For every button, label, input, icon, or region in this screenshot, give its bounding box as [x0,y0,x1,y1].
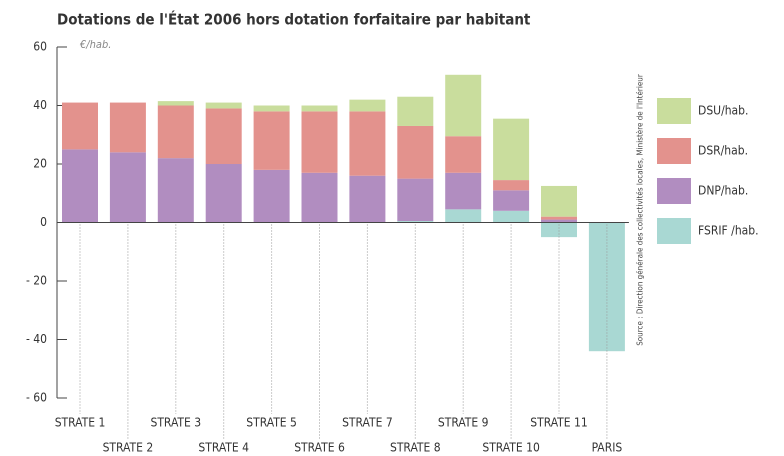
y-tick-label: 20 [33,157,47,171]
y-tick-label: 0 [40,215,47,229]
chart-title: Dotations de l'État 2006 hors dotation f… [57,10,531,29]
bar-segment [205,102,242,109]
bar-segment [349,175,386,223]
legend-label: DSU/hab. [698,104,748,118]
bar-segment [157,158,194,223]
legend-swatch [657,138,691,164]
bar-segment [397,178,434,222]
bar-segment [253,105,290,112]
x-tick-label: STRATE 5 [246,416,297,430]
bar-segment [445,209,482,223]
legend-swatch [657,218,691,244]
y-tick-label: - 20 [26,274,47,288]
x-tick-label: STRATE 10 [482,441,540,455]
bar-segment [253,111,290,170]
bar-segment [541,185,577,217]
source-note: Source : Direction générale des collecti… [635,74,645,346]
bar-segment [445,172,482,210]
x-tick-label: STRATE 7 [342,416,393,430]
legend-swatch [657,178,691,204]
y-tick-label: - 40 [26,332,47,346]
bar-segment [62,102,98,150]
bar-segment [109,152,146,223]
bar-segment [349,99,386,112]
legend-label: DSR/hab. [698,144,748,158]
bar-segment [301,172,338,223]
legend-swatch [657,98,691,124]
bar-segment [493,210,530,223]
x-tick-label: STRATE 1 [55,416,106,430]
x-tick-label: STRATE 11 [530,416,588,430]
bar-segment [109,102,146,153]
bar-segment [157,105,194,159]
bar-segment [588,222,625,352]
bar-segment [205,108,242,164]
bar-segment [301,111,338,173]
x-tick-label: STRATE 2 [103,441,154,455]
y-tick-label: 40 [33,98,47,112]
legend-label: FSRIF /hab. [698,224,759,238]
x-tick-label: STRATE 6 [294,441,345,455]
bar-segment [253,169,290,223]
x-tick-label: STRATE 3 [150,416,201,430]
bar-segment [541,216,577,220]
bar-segment [493,118,530,181]
x-tick-label: STRATE 4 [198,441,249,455]
bar-segment [493,180,530,191]
bar-segment [205,164,242,223]
bar-segment [397,96,434,126]
bar-segment [349,111,386,176]
bar-segment [62,149,98,223]
bar-segment [445,74,482,137]
bar-segment [541,219,577,223]
y-tick-label: 60 [33,40,47,54]
bar-segment [445,136,482,173]
bar-segment [301,105,338,112]
bar-segment [397,221,434,223]
bar-segment [397,125,434,179]
x-tick-label: STRATE 9 [438,416,489,430]
y-tick-label: - 60 [26,391,47,405]
bar-segment [157,101,194,106]
unit-label: €/hab. [79,38,111,51]
x-tick-label: STRATE 8 [390,441,441,455]
bar-segment [541,222,577,238]
bar-segment [493,190,530,211]
x-tick-label: PARIS [592,441,623,455]
legend-label: DNP/hab. [698,184,748,198]
